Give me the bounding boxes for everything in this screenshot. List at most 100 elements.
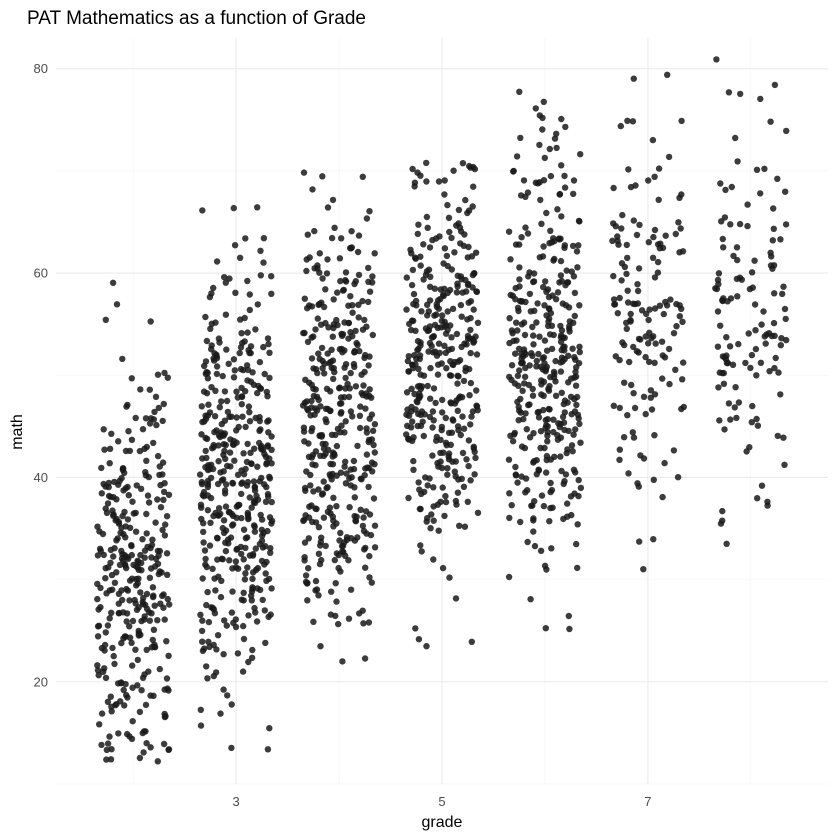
- data-point: [324, 484, 331, 491]
- data-point: [515, 345, 523, 352]
- data-point: [558, 115, 565, 123]
- data-point: [208, 461, 215, 468]
- data-point: [774, 432, 781, 440]
- data-point: [544, 438, 551, 445]
- data-point: [541, 337, 549, 344]
- data-point: [261, 370, 268, 378]
- data-point: [121, 633, 129, 640]
- data-point: [429, 408, 437, 415]
- data-point: [575, 476, 582, 484]
- data-point: [571, 354, 578, 361]
- data-point: [251, 484, 258, 491]
- data-point: [661, 459, 668, 467]
- data-point: [303, 580, 311, 587]
- data-point: [614, 310, 621, 317]
- data-point: [625, 166, 632, 173]
- data-point: [301, 438, 308, 445]
- data-point: [94, 662, 101, 669]
- data-point: [516, 283, 523, 290]
- data-point: [105, 492, 113, 500]
- data-point: [159, 417, 166, 425]
- data-point: [347, 293, 354, 300]
- data-point: [257, 511, 264, 519]
- data-point: [777, 391, 784, 398]
- data-point: [113, 569, 120, 576]
- data-point: [234, 545, 241, 553]
- data-point: [427, 395, 434, 402]
- data-point: [715, 384, 722, 391]
- data-point: [359, 607, 366, 614]
- data-point: [506, 490, 513, 497]
- data-point: [305, 535, 312, 542]
- data-point: [635, 265, 643, 272]
- data-point: [405, 368, 412, 375]
- data-point: [425, 348, 432, 355]
- data-point: [555, 235, 563, 242]
- data-point: [447, 322, 454, 329]
- data-point: [415, 221, 422, 228]
- data-point: [250, 478, 258, 485]
- data-point: [610, 296, 618, 303]
- data-point: [155, 570, 162, 578]
- data-point: [642, 353, 649, 361]
- data-point: [679, 376, 686, 383]
- data-point: [330, 494, 337, 501]
- data-point: [777, 342, 784, 349]
- data-point: [732, 134, 739, 142]
- data-point: [656, 245, 663, 252]
- data-point: [148, 644, 155, 651]
- data-point: [199, 617, 206, 624]
- data-point: [418, 308, 425, 315]
- data-point: [228, 510, 235, 518]
- data-point: [666, 380, 673, 388]
- data-point: [342, 278, 350, 285]
- data-point: [249, 569, 257, 576]
- data-point: [744, 222, 751, 230]
- data-point: [760, 308, 767, 315]
- data-point: [96, 528, 103, 535]
- data-point: [263, 388, 270, 396]
- data-point: [423, 178, 430, 185]
- data-point: [409, 418, 416, 425]
- data-point: [163, 638, 170, 645]
- x-tick-label: 3: [233, 794, 240, 809]
- data-point: [232, 558, 240, 565]
- data-point: [363, 215, 371, 222]
- data-point: [442, 439, 450, 446]
- data-point: [119, 465, 127, 472]
- data-point: [413, 355, 420, 363]
- data-point: [109, 279, 117, 286]
- data-point: [124, 587, 132, 594]
- data-point: [259, 544, 267, 551]
- data-point: [715, 270, 723, 277]
- data-point: [649, 254, 657, 261]
- data-point: [576, 218, 583, 225]
- data-point: [128, 551, 135, 559]
- data-point: [163, 550, 171, 557]
- data-point: [361, 546, 368, 553]
- data-point: [159, 526, 166, 534]
- data-point: [258, 446, 265, 453]
- data-point: [220, 517, 228, 524]
- data-point: [752, 327, 759, 334]
- data-point: [211, 428, 218, 436]
- data-point: [541, 302, 548, 309]
- data-point: [260, 259, 267, 266]
- data-point: [426, 297, 434, 304]
- data-point: [719, 507, 726, 515]
- data-point: [723, 352, 730, 359]
- data-point: [107, 756, 115, 763]
- data-point: [122, 485, 129, 492]
- data-point: [430, 385, 438, 392]
- data-point: [134, 656, 141, 664]
- data-point: [429, 452, 436, 459]
- data-point: [403, 431, 410, 438]
- data-point: [547, 227, 554, 234]
- data-point: [245, 658, 252, 666]
- data-point: [460, 377, 468, 385]
- data-point: [146, 617, 153, 624]
- data-point: [233, 514, 240, 521]
- data-point: [108, 708, 115, 715]
- data-point: [95, 672, 102, 679]
- data-point: [223, 622, 230, 629]
